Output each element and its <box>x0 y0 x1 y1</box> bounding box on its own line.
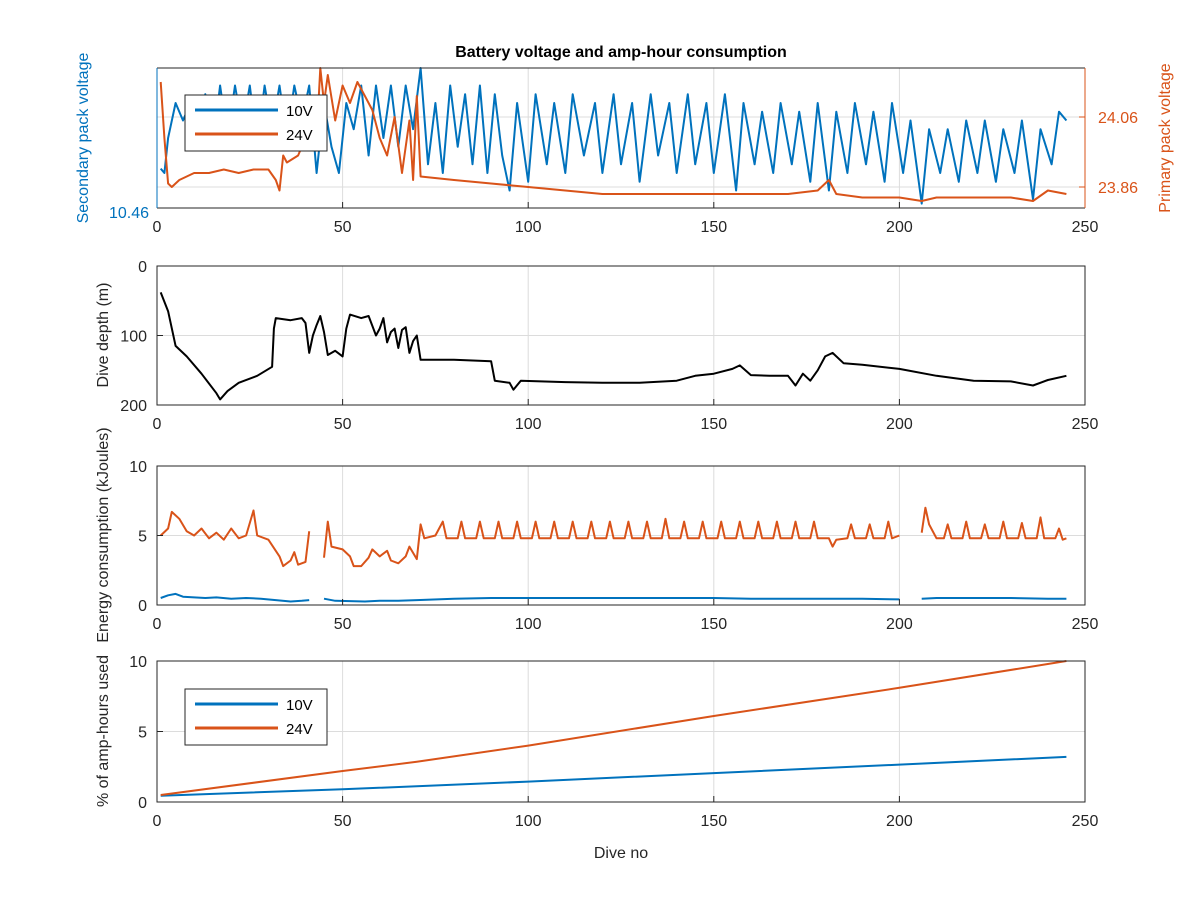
legend-label-24V: 24V <box>286 721 313 738</box>
x-tick-label: 0 <box>153 813 162 830</box>
series-line-0-2 <box>920 506 1067 541</box>
x-tick-label: 250 <box>1072 813 1099 830</box>
axes-box <box>156 660 1086 803</box>
right-tick-label: 23.86 <box>1098 180 1138 197</box>
voltage-panel: Battery voltage and amp-hour consumption… <box>75 44 1174 236</box>
x-tick-label: 200 <box>886 219 913 236</box>
energy-axis-label: Energy consumption (kJoules) <box>95 427 112 642</box>
tick-labels: 0 50 100 150 200 250 0 5 10 <box>129 654 1098 830</box>
depth-panel: Dive depth (m) 0 50 100 150 200 250 0 100 200 <box>95 259 1098 433</box>
gridlines <box>157 266 1085 405</box>
left-axis-label: Secondary pack voltage <box>75 53 92 224</box>
left-tick-label: 10.46 <box>109 205 149 222</box>
tick-labels: 0 50 100 150 200 250 23.86 24.06 10.46 <box>109 110 1138 236</box>
series-line-0-0 <box>160 509 311 568</box>
series-line-1-1 <box>323 597 900 603</box>
x-tick-label: 150 <box>700 416 727 433</box>
x-tick-label: 200 <box>886 813 913 830</box>
tick-labels: 0 50 100 150 200 250 0 100 200 <box>120 259 1098 433</box>
series-line-0-0 <box>159 292 1067 401</box>
series-line-10V-0 <box>160 755 1067 797</box>
energy-panel: Energy consumption (kJoules) 0 50 100 150 20… <box>95 427 1098 642</box>
series-line-1-2 <box>921 597 1067 600</box>
x-tick-label: 100 <box>515 813 542 830</box>
y-tick-label: 10 <box>129 459 147 476</box>
x-tick-label: 150 <box>700 813 727 830</box>
amphours-panel: % of amp-hours used Dive no 0 50 100 150 200… <box>95 654 1098 862</box>
series-line-24V-0 <box>160 660 1067 796</box>
y-tick-label: 5 <box>138 725 147 742</box>
legend-label-10V: 10V <box>286 697 313 714</box>
x-axis-label: Dive no <box>594 845 648 862</box>
plot-lines <box>160 506 1067 603</box>
legend-label-24V: 24V <box>286 127 313 144</box>
x-tick-label: 250 <box>1072 616 1099 633</box>
y-tick-label: 0 <box>138 259 147 276</box>
plot-lines <box>159 292 1067 401</box>
y-tick-label: 200 <box>120 398 147 415</box>
legend-box <box>184 94 328 152</box>
x-tick-label: 100 <box>515 219 542 236</box>
y-tick-label: 100 <box>120 329 147 346</box>
tick-labels: 0 50 100 150 200 250 0 5 10 <box>129 459 1098 633</box>
right-axis-label: Primary pack voltage <box>1157 63 1174 212</box>
x-tick-label: 50 <box>334 813 352 830</box>
x-tick-label: 150 <box>700 616 727 633</box>
x-tick-label: 250 <box>1072 219 1099 236</box>
series-line-1-0 <box>160 592 310 603</box>
y-tick-label: 0 <box>138 795 147 812</box>
axes-box <box>156 465 1086 606</box>
amphours-axis-label: % of amp-hours used <box>95 655 112 807</box>
axes-box <box>156 265 1086 406</box>
right-tick-label: 24.06 <box>1098 110 1138 127</box>
x-tick-label: 0 <box>153 416 162 433</box>
y-tick-label: 10 <box>129 654 147 671</box>
x-tick-label: 50 <box>334 219 352 236</box>
x-tick-label: 0 <box>153 219 162 236</box>
x-tick-label: 0 <box>153 616 162 633</box>
depth-axis-label: Dive depth (m) <box>95 283 112 388</box>
legend-box <box>184 688 328 746</box>
x-tick-label: 100 <box>515 416 542 433</box>
plot-lines <box>160 660 1067 797</box>
x-tick-label: 200 <box>886 416 913 433</box>
chart-title: Battery voltage and amp-hour consumption <box>455 44 787 61</box>
x-tick-label: 50 <box>334 416 352 433</box>
series-line-24V <box>159 67 1067 202</box>
x-tick-label: 200 <box>886 616 913 633</box>
legend-label-10V: 10V <box>286 103 313 120</box>
series-line-0-1 <box>323 517 900 568</box>
y-tick-label: 5 <box>138 529 147 546</box>
x-tick-label: 250 <box>1072 416 1099 433</box>
x-tick-label: 100 <box>515 616 542 633</box>
x-tick-label: 150 <box>700 219 727 236</box>
y-tick-label: 0 <box>138 598 147 615</box>
gridlines <box>157 466 1085 605</box>
x-tick-label: 50 <box>334 616 352 633</box>
